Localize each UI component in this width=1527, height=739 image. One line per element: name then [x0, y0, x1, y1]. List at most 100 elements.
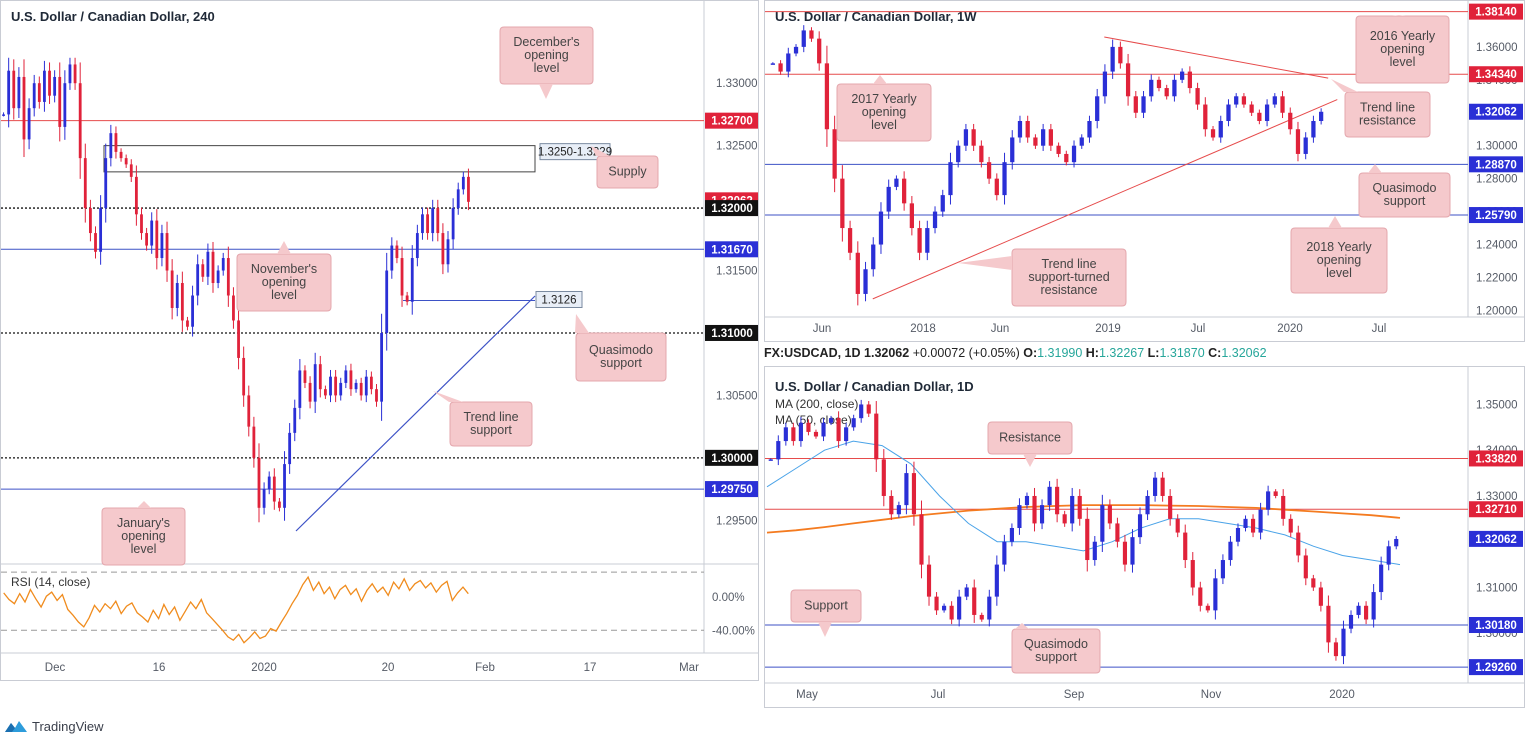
d1-candle-body	[949, 605, 954, 620]
w1-candle-body	[1180, 71, 1185, 80]
h4-candle-body	[283, 464, 286, 508]
d1-callout-support-box	[790, 589, 862, 623]
h4-candle-body	[119, 151, 123, 159]
h4-chart-svg[interactable]: U.S. Dollar / Canadian Dollar, 240 1.330…	[1, 1, 758, 680]
w1-chart-panel[interactable]: U.S. Dollar / Canadian Dollar, 1W 1.3600…	[764, 0, 1525, 342]
h4-price-tag-text: 1.32000	[711, 203, 753, 215]
w1-candle-body	[994, 178, 999, 196]
symbol-label[interactable]: FX:USDCAD, 1D	[764, 346, 861, 360]
d1-candle-body	[1107, 505, 1112, 524]
w1-callout-trend-resistance-box	[1344, 91, 1431, 138]
h4-chart-panel[interactable]: U.S. Dollar / Canadian Dollar, 240 1.330…	[0, 0, 759, 681]
w1-x-tick: Jun	[813, 323, 832, 335]
h4-callout-trend-line-box	[449, 401, 533, 447]
h4-candle-body	[37, 83, 41, 102]
open-label: O:	[1023, 346, 1038, 360]
h4-candle-body	[247, 395, 251, 427]
w1-candle-body	[1226, 104, 1231, 121]
w1-candle-body	[1272, 96, 1277, 105]
d1-candle-body	[1364, 605, 1369, 620]
h4-candle-body	[150, 220, 154, 246]
h4-candle-body	[436, 208, 440, 234]
w1-callout-quasimodo-label: Quasimodo support	[1373, 181, 1437, 208]
h4-candle-body	[364, 376, 368, 396]
h4-y-tick: 1.32500	[716, 141, 758, 153]
d1-candle-body	[1303, 555, 1308, 579]
h4-candle-body	[461, 176, 465, 190]
d1-candle-body	[1356, 605, 1361, 615]
w1-candle-body	[1295, 129, 1301, 154]
h4-candle-body	[165, 233, 169, 271]
d1-candle-body	[776, 441, 781, 460]
d1-candle-body	[1281, 495, 1286, 519]
d1-candle-body	[791, 427, 796, 442]
h4-candle-body	[124, 158, 128, 165]
h4-supply-zone	[103, 145, 536, 173]
d1-candle-body	[874, 413, 879, 460]
h4-candle-body	[339, 382, 343, 396]
w1-candle-body	[817, 38, 822, 64]
w1-x-tick: Jul	[1191, 323, 1206, 335]
w1-candle-body	[932, 211, 938, 229]
h4-candle-body	[170, 270, 174, 308]
price-change: +0.00072 (+0.05%)	[912, 346, 1020, 360]
w1-price-tag-text: 1.28870	[1475, 159, 1517, 171]
h4-candle-body	[415, 233, 419, 259]
d1-candle-body	[1386, 546, 1391, 565]
h4-candle-body	[446, 239, 450, 265]
ma200-legend[interactable]: MA (200, close)	[775, 397, 858, 411]
d1-candle-body	[1062, 514, 1067, 524]
h4-candle-body	[308, 382, 312, 402]
w1-callout-quasimodo-pointer	[1368, 164, 1382, 173]
h4-callout-trend-line-label: Trend line support	[463, 410, 518, 437]
h4-callout-december-pointer	[539, 84, 553, 99]
h4-candle-body	[400, 258, 404, 296]
h4-x-tick: 16	[153, 662, 166, 674]
ma50-legend[interactable]: MA (50, close)	[775, 413, 852, 427]
d1-candle-body	[1288, 518, 1293, 533]
w1-candle-body	[1218, 121, 1223, 138]
d1-candle-body	[1047, 486, 1052, 506]
h4-callout-quasimodo-box	[575, 332, 667, 382]
w1-candle-body	[1149, 79, 1154, 97]
d1-candle-body	[1371, 592, 1376, 620]
d1-candle-body	[919, 514, 924, 565]
h4-callout-quasimodo-pointer	[575, 314, 589, 333]
w1-chart-svg[interactable]: U.S. Dollar / Canadian Dollar, 1W 1.3600…	[765, 1, 1524, 341]
h4-candle-body	[323, 389, 327, 396]
d1-candle-body	[859, 404, 864, 419]
h4-callout-supply-box	[596, 155, 659, 189]
w1-y-tick: 1.24000	[1476, 240, 1518, 252]
d1-candle-body	[904, 473, 909, 506]
w1-price-tag-text: 1.38140	[1475, 7, 1517, 19]
d1-callout-quasimodo-box	[1011, 628, 1101, 674]
open-value: 1.31990	[1037, 346, 1083, 360]
d1-chart-svg[interactable]: U.S. Dollar / Canadian Dollar, 1D MA (20…	[765, 367, 1524, 707]
d1-candle-body	[1326, 605, 1331, 643]
d1-candle-body	[1190, 560, 1195, 588]
d1-x-tick: 2020	[1329, 689, 1355, 701]
d1-candle-body	[1296, 532, 1301, 556]
d1-chart-panel[interactable]: U.S. Dollar / Canadian Dollar, 1D MA (20…	[764, 366, 1525, 708]
d1-candle-body	[1122, 541, 1128, 565]
w1-candle-body	[902, 178, 907, 204]
d1-candle-body	[1017, 505, 1022, 528]
tradingview-branding[interactable]: TradingView	[4, 716, 104, 736]
h4-candle-body	[441, 233, 445, 265]
w1-price-tag-text: 1.34340	[1475, 69, 1517, 81]
d1-candle-body	[1175, 518, 1180, 533]
h4-y-tick: 1.29500	[716, 515, 758, 527]
d1-price-tag-text: 1.33820	[1475, 453, 1517, 465]
h4-candle-body	[431, 208, 435, 234]
h4-callout-december-label: December's opening level	[513, 35, 579, 75]
h4-price-tag-text: 1.31670	[711, 244, 753, 256]
tradingview-logo-icon	[5, 721, 27, 732]
w1-candle-body	[1133, 96, 1138, 113]
d1-candle-body	[994, 564, 999, 597]
h4-callout-january-pointer	[137, 501, 151, 508]
h4-callout-trend-line-pointer	[433, 391, 463, 402]
d1-candle-body	[1085, 518, 1090, 561]
w1-candle-body	[986, 162, 992, 179]
w1-candle-body	[1187, 71, 1192, 89]
h4-candle-body	[272, 476, 276, 502]
